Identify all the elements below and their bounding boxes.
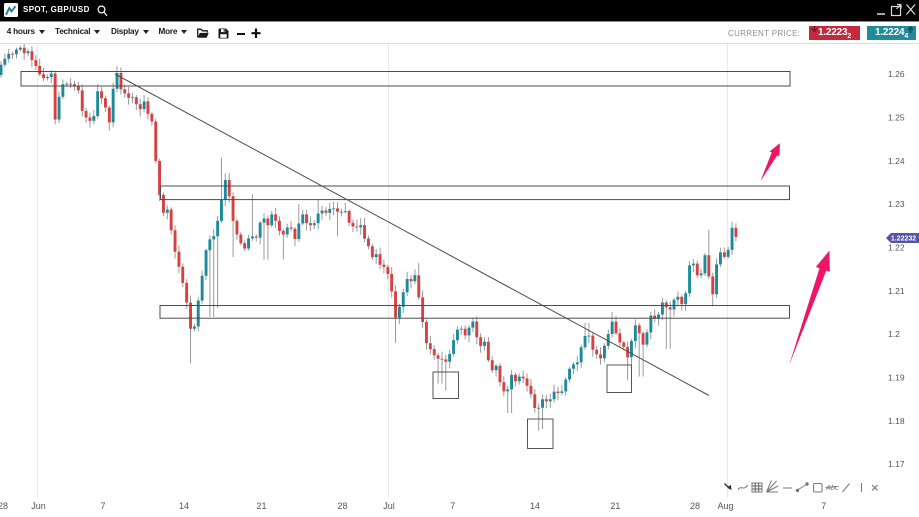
- svg-text:1.22232: 1.22232: [891, 236, 916, 243]
- svg-text:1.23: 1.23: [888, 199, 905, 209]
- svg-text:1.17: 1.17: [888, 459, 905, 469]
- svg-text:1.22: 1.22: [888, 243, 905, 253]
- svg-text:1.19: 1.19: [888, 373, 905, 383]
- svg-text:7: 7: [821, 501, 826, 511]
- svg-text:1.21: 1.21: [888, 286, 905, 296]
- svg-text:Jun: Jun: [31, 501, 46, 511]
- svg-text:1.25: 1.25: [888, 113, 905, 123]
- svg-text:28: 28: [337, 501, 347, 511]
- svg-text:1.26: 1.26: [888, 69, 905, 79]
- svg-text:14: 14: [179, 501, 189, 511]
- svg-text:14: 14: [530, 501, 540, 511]
- svg-text:Aug: Aug: [717, 501, 733, 511]
- svg-text:1.18: 1.18: [888, 416, 905, 426]
- svg-text:1.24: 1.24: [888, 156, 905, 166]
- svg-text:Abc: Abc: [825, 483, 839, 492]
- svg-text:28: 28: [0, 501, 8, 511]
- svg-text:28: 28: [690, 501, 700, 511]
- svg-text:21: 21: [610, 501, 620, 511]
- svg-text:Jul: Jul: [383, 501, 395, 511]
- svg-text:7: 7: [100, 501, 105, 511]
- svg-text:7: 7: [450, 501, 455, 511]
- svg-text:1.2: 1.2: [888, 329, 900, 339]
- svg-text:21: 21: [256, 501, 266, 511]
